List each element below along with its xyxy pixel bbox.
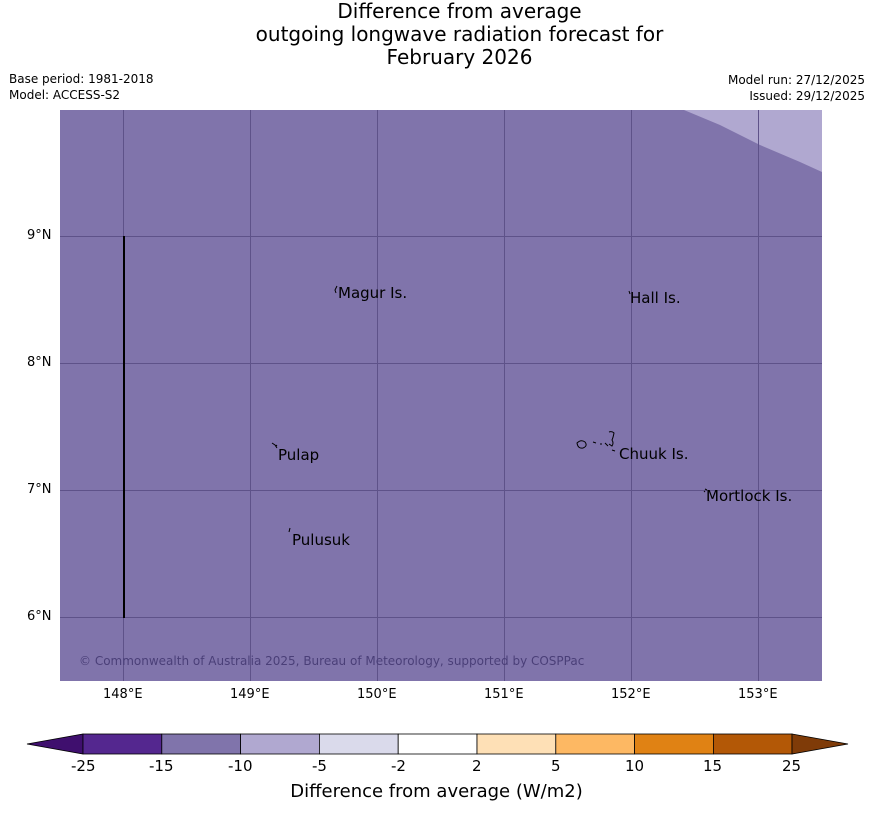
meta-right: Model run: 27/12/2025 Issued: 29/12/2025 — [728, 72, 865, 104]
lon-label-151e: 151°E — [484, 687, 524, 702]
lon-label-153e: 153°E — [738, 687, 778, 702]
colorbar-title: Difference from average (W/m2) — [290, 781, 583, 802]
colorbar-label-3: -10 — [228, 757, 253, 775]
base-period-text: Base period: 1981-2018 — [9, 72, 154, 86]
model-text: Model: ACCESS-S2 — [9, 88, 121, 102]
colorbar-label-9: 15 — [703, 757, 723, 775]
place-label-mortlock: Mortlock Is. — [706, 487, 792, 505]
colorbar-label-1: -25 — [71, 757, 96, 775]
copyright-text: © Commonwealth of Australia 2025, Bureau… — [79, 654, 584, 668]
colorbar-segment-2 — [161, 733, 242, 755]
model-run-text: Model run: 27/12/2025 — [727, 73, 865, 87]
colorbar-label-8: 10 — [625, 757, 645, 775]
island-magur — [334, 285, 338, 294]
lon-label-149e: 149°E — [230, 687, 270, 702]
colorbar-segment-7 — [555, 733, 635, 755]
island-outlines — [271, 285, 708, 533]
colorbar-label-4: -5 — [312, 757, 327, 775]
issued-text: Issued: 29/12/2025 — [749, 89, 865, 103]
colorbar-segment-3 — [240, 733, 320, 755]
island-pulap — [271, 442, 278, 449]
title-line-3: February 2026 — [386, 45, 533, 69]
light-anomaly-region — [684, 110, 822, 172]
place-label-magur: Magur Is. — [338, 284, 407, 302]
map-background — [60, 110, 822, 681]
lat-label-7n: 7°N — [27, 482, 52, 497]
colorbar-segment-9 — [713, 733, 793, 755]
lon-label-152e: 152°E — [611, 687, 651, 702]
colorbar-label-6: 2 — [472, 757, 482, 775]
meta-left: Base period: 1981-2018 Model: ACCESS-S2 — [9, 71, 154, 103]
island-hall — [628, 290, 631, 295]
colorbar-extend-high — [791, 733, 849, 755]
colorbar-label-10: 25 — [782, 757, 802, 775]
colorbar-segment-8 — [634, 733, 714, 755]
lat-label-6n: 6°N — [27, 609, 52, 624]
lat-label-8n: 8°N — [27, 355, 52, 370]
colorbar-label-5: -2 — [391, 757, 406, 775]
colorbar-segment-5 — [397, 733, 478, 755]
title-line-2: outgoing longwave radiation forecast for — [255, 22, 664, 46]
colorbar-label-7: 5 — [551, 757, 561, 775]
lon-label-150e: 150°E — [357, 687, 397, 702]
island-pulusuk — [288, 527, 291, 533]
island-chuuk — [576, 431, 616, 452]
place-label-chuuk: Chuuk Is. — [619, 445, 688, 463]
colorbar — [26, 733, 849, 755]
place-label-pulusuk: Pulusuk — [292, 531, 350, 549]
island-mortlock — [703, 488, 708, 493]
title-line-1: Difference from average — [337, 0, 582, 23]
place-label-hall: Hall Is. — [630, 289, 681, 307]
colorbar-label-2: -15 — [149, 757, 174, 775]
map-panel: Magur Is. Hall Is. Pulap Chuuk Is. Mortl… — [60, 110, 822, 681]
colorbar-segment-4 — [318, 733, 399, 755]
colorbar-extend-low — [26, 733, 84, 755]
gridlines — [60, 110, 822, 681]
place-label-pulap: Pulap — [278, 446, 319, 464]
lon-label-148e: 148°E — [103, 687, 143, 702]
colorbar-segment-1 — [82, 733, 163, 755]
lat-label-9n: 9°N — [27, 228, 52, 243]
colorbar-segment-6 — [476, 733, 557, 755]
map-title: Difference from average outgoing longwav… — [0, 0, 873, 69]
